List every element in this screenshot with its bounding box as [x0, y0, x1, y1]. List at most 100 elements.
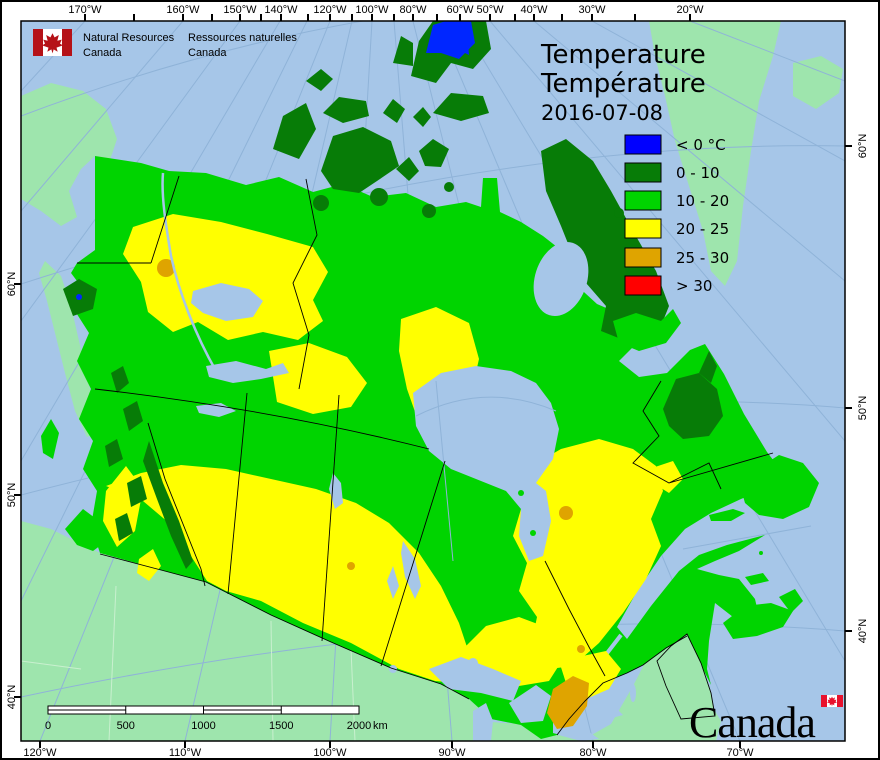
legend-item: 25 - 30 — [624, 247, 729, 268]
top-axis-label: 40°W — [520, 4, 548, 16]
graticule-over-water — [415, 380, 812, 562]
cape-breton — [779, 589, 803, 613]
prince-edward-island — [745, 573, 769, 585]
legend-label-10-20: 10 - 20 — [676, 192, 729, 210]
bc-coast-mountains-5 — [115, 513, 133, 541]
legend-label-25-30: 25 - 30 — [676, 249, 729, 267]
top-axis-label: 30°W — [578, 4, 606, 16]
top-axis-label: 160°W — [166, 4, 200, 16]
legend-swatch-10-20 — [624, 190, 662, 211]
ottawa-orange-spot — [577, 645, 585, 653]
maine-wedge — [656, 633, 716, 720]
map-date: 2016-07-08 — [541, 101, 663, 125]
border-yukon-nwt — [150, 175, 180, 264]
canada-wordmark: Canada — [689, 695, 843, 747]
axel-heiberg-island — [393, 36, 413, 66]
bottom-axis-label: 110°W — [169, 747, 202, 759]
top-axis: 170°W 160°W 150°W 140°W 120°W 100°W 80°W… — [68, 4, 704, 21]
title-block: Temperature Température 2016-07-08 — [540, 40, 706, 125]
top-axis-label: 60°W — [446, 4, 474, 16]
hudson-bay — [413, 366, 559, 561]
legend-label-lt0: < 0 °C — [676, 136, 726, 154]
prince-patrick-island — [306, 69, 333, 91]
cornwallis-island — [413, 107, 431, 127]
wordmark-flag-right-bar — [837, 695, 843, 707]
newfoundland — [741, 455, 819, 519]
somerset-island — [419, 139, 449, 167]
legend-item: 10 - 20 — [624, 190, 729, 211]
reindeer-lake — [329, 473, 343, 509]
bc-interior-yellow-2 — [137, 549, 161, 581]
st-elias-ice-dot — [76, 294, 82, 300]
nwt-orange-spot — [157, 259, 175, 277]
foxe-basin — [533, 241, 589, 317]
legend-swatch-gt30 — [624, 275, 662, 296]
haida-gwaii — [41, 419, 59, 459]
quebec-yellow — [513, 439, 663, 669]
left-axis-label: 60°N — [6, 272, 18, 297]
bottom-axis-label: 100°W — [313, 747, 347, 759]
greenland — [649, 21, 781, 286]
lake-manitoba — [387, 566, 399, 599]
prairie-orange-spot — [347, 562, 355, 570]
torngat-mountains — [699, 351, 717, 383]
lake-ontario — [586, 705, 623, 721]
border-nwt-nunavut — [292, 178, 318, 390]
bottom-axis: 120°W 110°W 100°W 90°W 80°W 70°W — [23, 741, 754, 759]
right-axis-ticks — [845, 145, 852, 632]
us-state-lines — [21, 585, 356, 741]
lake-athabasca — [196, 403, 236, 417]
map-title-en: Temperature — [540, 40, 706, 70]
map-canvas: Natural Resources Canada Ressources natu… — [21, 21, 845, 747]
vancouver-island — [65, 509, 109, 551]
legend-label-0-10: 0 - 10 — [676, 164, 720, 182]
bottom-axis-label: 80°W — [579, 747, 607, 759]
melville-island — [323, 97, 369, 123]
southern-ontario — [547, 651, 621, 729]
legend-label-20-25: 20 - 25 — [676, 220, 729, 238]
anticosti-island — [709, 509, 745, 521]
nunavut-coast-dark-3 — [422, 204, 436, 218]
bc-coast-mountains-3 — [105, 439, 123, 467]
agency-en-line2: Canada — [83, 47, 122, 59]
legend: < 0 °C 0 - 10 10 - 20 20 - 25 25 - 30 > … — [624, 134, 729, 296]
legend-item: 20 - 25 — [624, 218, 729, 239]
top-axis-label: 80°W — [399, 4, 427, 16]
border-sask-manitoba — [321, 394, 340, 642]
right-axis: 60°N 50°N 40°N — [845, 134, 869, 644]
top-axis-label: 140°W — [264, 4, 298, 16]
wordmark-flag-icon — [821, 695, 843, 707]
devon-island — [433, 93, 489, 121]
lake-huron — [509, 685, 551, 723]
left-axis-label: 40°N — [6, 685, 18, 710]
legend-swatch-20-25 — [624, 218, 662, 239]
scalebar-label-0: 0 — [45, 720, 51, 732]
left-axis: 60°N 50°N 40°N — [6, 272, 21, 710]
flag-left-bar — [33, 29, 43, 56]
border-manitoba-ontario — [380, 460, 446, 667]
coats-island — [529, 369, 537, 377]
nova-scotia — [723, 603, 793, 639]
s-ontario-orange — [547, 676, 589, 729]
mackenzie-river — [161, 172, 218, 372]
belcher-islands — [518, 490, 524, 496]
border-quebec-labrador — [632, 380, 774, 490]
border-alberta-sask — [227, 392, 248, 595]
bathurst-island — [383, 99, 405, 123]
lake-michigan — [473, 703, 493, 741]
map-frame — [20, 20, 846, 742]
legend-swatch-lt0 — [624, 134, 662, 155]
right-axis-label: 40°N — [857, 619, 869, 644]
legend-label-gt30: > 30 — [676, 277, 712, 295]
border-ontario-quebec — [544, 560, 606, 677]
south-baffin-green — [613, 309, 681, 351]
top-axis-label: 120°W — [313, 4, 347, 16]
nunavut-coast-dark-1 — [313, 195, 329, 211]
bottom-axis-label: 120°W — [23, 747, 57, 759]
top-axis-ticks — [84, 14, 691, 21]
right-axis-label: 60°N — [857, 134, 869, 159]
scalebar-label-1000: 1000 — [191, 720, 215, 732]
wordmark-text: Canada — [689, 698, 815, 747]
bottom-axis-label: 90°W — [438, 747, 466, 759]
top-axis-label: 150°W — [223, 4, 257, 16]
